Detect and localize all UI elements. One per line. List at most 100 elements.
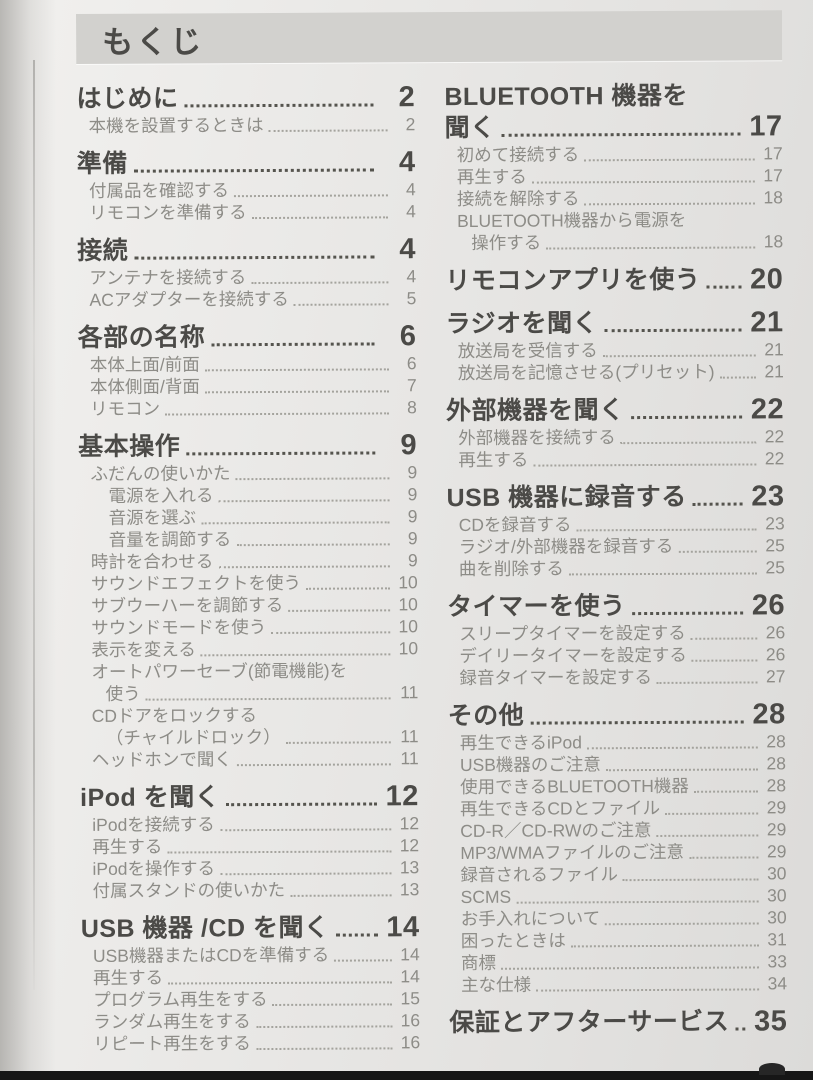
toc-entry-title: 再生できるiPod (459, 732, 583, 754)
toc-page-number: 4 (405, 179, 416, 200)
toc-entry-title: 再生する (92, 967, 164, 988)
toc-entry: MP3/WMAファイルのご注意 29 (448, 840, 786, 864)
toc-entry-title: 接続を解除する (456, 188, 580, 210)
toc-entry: USB機器またはCDを準備する 14 (81, 943, 420, 967)
toc-leader-dots (133, 168, 374, 173)
toc-entry-title: 放送局を受信する (457, 340, 598, 362)
toc-page-number: 2 (398, 81, 416, 114)
toc-leader-dots (587, 746, 758, 750)
toc-entry-title: 再生できるCDとファイル (460, 797, 661, 819)
toc-entry: 初めて接続する 17 (445, 142, 783, 166)
toc-entry: サブウーハーを調節する 10 (79, 593, 418, 617)
toc-leader-dots (218, 499, 390, 503)
toc-entry-title: iPodを操作する (92, 858, 216, 879)
toc-section: USB 機器に録音する 23 CDを録音する 23 ラジオ/外部機器を録音する 25 曲を削… (446, 480, 785, 580)
toc-leader-dots (536, 988, 760, 992)
toc-leader-dots (211, 342, 375, 347)
page-corner-curl (759, 1063, 785, 1075)
page-crease (33, 60, 35, 990)
toc-entry-title: 曲を削除する (458, 558, 564, 580)
toc-leader-dots (602, 354, 756, 358)
toc-leader-dots (605, 768, 758, 772)
toc-entry: SCMS 30 (449, 884, 787, 908)
toc-page-number: 22 (750, 393, 785, 426)
toc-leader-dots (335, 933, 378, 937)
toc-columns: はじめに 2 本機を設置するときは 2 準備 4 付属品を確認する 4 リモコンを準備する 4 接続… (76, 76, 787, 1055)
toc-entry: 困ったときは 31 (449, 928, 787, 952)
toc-leader-dots (533, 463, 757, 467)
toc-entry: 接続を解除する 18 (445, 186, 783, 210)
toc-leader-dots (204, 368, 389, 372)
toc-leader-dots (693, 790, 759, 793)
toc-page-number: 7 (406, 375, 417, 396)
toc-section-heading: その他 28 (448, 698, 786, 732)
toc-section: iPod を聞く 12 iPodを接続する 12 再生する 12 iPodを操作する 13 付属… (80, 780, 419, 902)
toc-entry: 再生できるCDとファイル 29 (448, 796, 786, 820)
toc-leader-dots (255, 1025, 393, 1029)
toc-entry: お手入れについて 30 (449, 906, 787, 930)
toc-leader-dots (272, 1003, 392, 1006)
toc-entry-title: サウンドエフェクトを使う (90, 572, 302, 594)
toc-entry: 外部機器を接続する 22 (446, 425, 784, 449)
toc-leader-dots (735, 1027, 746, 1031)
toc-leader-dots (605, 922, 759, 926)
toc-page-number: 6 (399, 320, 417, 353)
toc-entry-title: CDを録音する (458, 514, 572, 536)
toc-entry-title: 再生する (456, 166, 527, 188)
toc-entry: 放送局を受信する 21 (446, 338, 784, 362)
toc-page-number: 10 (398, 572, 418, 593)
toc-leader-dots (168, 981, 392, 985)
toc-leader-dots (631, 611, 744, 616)
toc-page-number: 5 (406, 288, 417, 309)
toc-entry-title: デイリータイマーを設定する (459, 644, 687, 667)
manual-page: もくじ はじめに 2 本機を設置するときは 2 準備 4 付属品を確認する 4 リモコンを準備す… (76, 10, 787, 1055)
toc-entry-title: CD-R／CD-RWのご注意 (460, 819, 652, 841)
toc-page-number: 10 (398, 594, 418, 615)
toc-entry-title: SCMS (460, 886, 512, 907)
toc-page-number: 9 (400, 429, 418, 462)
toc-page-number: 22 (764, 426, 785, 447)
toc-entry-title: MP3/WMAファイルのご注意 (460, 841, 685, 863)
toc-page-number: 11 (400, 726, 419, 747)
toc-page-number: 4 (398, 146, 416, 179)
toc-page-number: 10 (398, 616, 419, 637)
toc-entry-line1: CDドアをロックする (91, 705, 258, 726)
toc-entry: ふだんの使いかた 9 (78, 461, 417, 485)
toc-leader-dots (530, 720, 744, 725)
toc-leader-dots (288, 609, 390, 612)
toc-section-heading: USB 機器に録音する 23 (446, 480, 784, 514)
toc-page-number: 35 (753, 1005, 788, 1038)
toc-section-heading: 基本操作 9 (78, 429, 418, 463)
toc-leader-dots (235, 477, 390, 481)
toc-entry-title: アンテナを接続する (89, 267, 247, 288)
toc-section-heading: リモコンアプリを使う 20 (445, 263, 784, 297)
toc-section-title: 聞く (444, 113, 496, 143)
toc-entry: 使う 11 (80, 681, 419, 705)
toc-entry: サウンドエフェクトを使う 10 (79, 571, 418, 595)
toc-entry: アンテナを接続する 4 (77, 265, 416, 289)
toc-entry-title: リモコンを準備する (88, 202, 247, 223)
toc-entry-title: 録音されるファイル (460, 864, 619, 885)
toc-entry-title: 使う (105, 683, 141, 704)
toc-entry: 操作する 18 (445, 230, 783, 254)
toc-entry-title: 時計を合わせる (90, 551, 214, 572)
toc-entry: （チャイルドロック） 11 (80, 725, 419, 749)
toc-leader-dots (546, 246, 756, 250)
toc-page-number: 17 (763, 143, 783, 164)
toc-page-number: 29 (766, 841, 787, 862)
toc-leader-dots (236, 543, 390, 547)
toc-leader-dots (516, 900, 759, 904)
toc-section-title: USB 機器 /CD を聞く (80, 913, 330, 943)
toc-entry: 音源を選ぶ 9 (79, 505, 418, 529)
toc-leader-dots (568, 572, 757, 576)
toc-entry: リモコン 8 (78, 396, 417, 420)
toc-leader-dots (271, 631, 391, 634)
toc-page-number: 2 (405, 114, 416, 135)
toc-leader-dots (306, 587, 390, 590)
toc-entry-title: 主な仕様 (461, 974, 532, 995)
toc-page-number: 20 (750, 263, 784, 296)
toc-leader-dots (630, 415, 743, 420)
toc-entry-title: iPodを接続する (92, 814, 215, 835)
toc-page-number: 4 (406, 201, 416, 222)
toc-entry-title: 商標 (460, 952, 497, 973)
